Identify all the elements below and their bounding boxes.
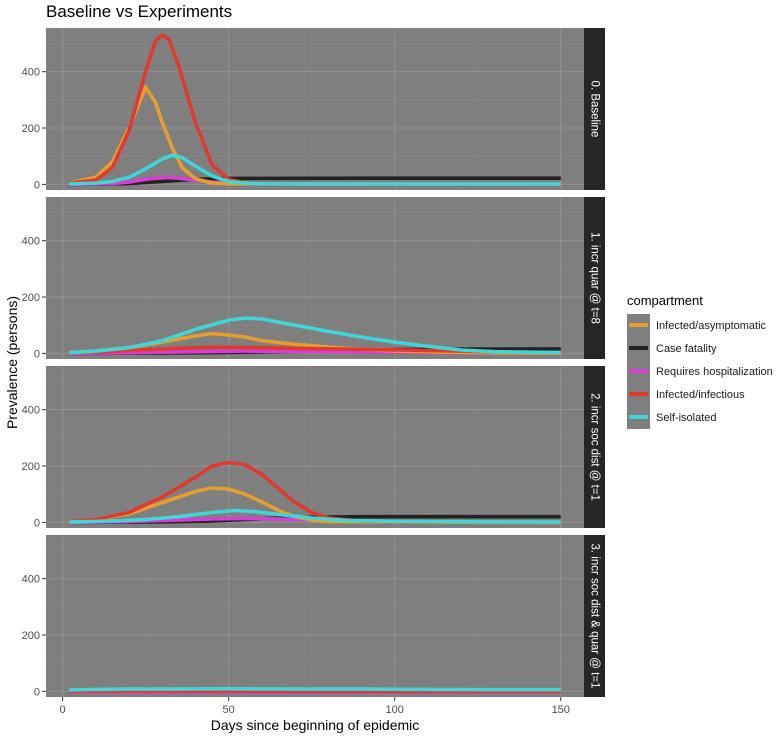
series-line: [69, 345, 561, 355]
chart-title: Baseline vs Experiments: [46, 2, 233, 21]
legend-items: Infected/asymptomatic Case fatality Requir…: [627, 314, 783, 429]
y-tick-label: 200: [22, 292, 40, 304]
panel-background: [46, 197, 584, 359]
legend-item: Requires hospitalization: [627, 360, 783, 383]
legend-swatch: [629, 323, 648, 327]
y-tick-label: 200: [22, 630, 40, 642]
series-line: [69, 687, 561, 692]
legend-label: Requires hospitalization: [656, 365, 773, 378]
y-tick-label: 0: [34, 686, 40, 698]
panel-background: [46, 535, 584, 697]
facet-strip: [584, 366, 605, 528]
y-tick-label: 0: [34, 179, 40, 191]
x-axis-title: Days since beginning of epidemic: [211, 717, 420, 733]
y-tick-label: 200: [22, 461, 40, 473]
legend-label: Case fatality: [656, 342, 717, 355]
facet-strip-label: 2. incr soc dist @ t=1: [589, 393, 601, 501]
x-tick-label: 100: [386, 704, 404, 716]
x-tick-label: 0: [60, 704, 66, 716]
facet-strip-label: 0. Baseline: [589, 81, 601, 138]
panel-background: [46, 28, 584, 190]
series-line: [69, 316, 561, 355]
legend: compartment Infected/asymptomatic Case fa…: [627, 293, 783, 429]
legend-key: [627, 406, 650, 429]
y-tick-label: 400: [22, 236, 40, 248]
series-line: [69, 153, 561, 186]
legend-swatch: [629, 346, 648, 350]
facet-strip-label: 1. incr quar @ t=8: [589, 232, 601, 324]
legend-key: [627, 360, 650, 383]
legend-item: Infected/infectious: [627, 383, 783, 406]
series-line: [68, 85, 561, 186]
y-tick-label: 400: [22, 405, 40, 417]
facet-strip: [584, 28, 605, 190]
series-line: [69, 486, 561, 525]
legend-swatch: [629, 369, 648, 373]
x-tick-label: 50: [223, 704, 235, 716]
legend-item: Self-isolated: [627, 406, 783, 429]
y-tick-label: 400: [22, 574, 40, 586]
legend-item: Case fatality: [627, 337, 783, 360]
legend-title: compartment: [627, 293, 703, 308]
legend-label: Infected/infectious: [656, 388, 745, 401]
facet-strip: [584, 535, 605, 697]
y-tick-label: 0: [34, 348, 40, 360]
y-tick-label: 400: [22, 67, 40, 79]
panel-background: [46, 366, 584, 528]
y-tick-label: 0: [34, 517, 40, 529]
legend-key: [627, 314, 650, 337]
facet-strip-label: 3. incr soc dist & quar @ t=1: [589, 544, 601, 689]
legend-item: Infected/asymptomatic: [627, 314, 783, 337]
x-tick-label: 150: [552, 704, 570, 716]
facet-strip: [584, 197, 605, 359]
legend-label: Infected/asymptomatic: [656, 319, 767, 332]
legend-swatch: [629, 392, 648, 396]
legend-key: [627, 337, 650, 360]
legend-key: [627, 383, 650, 406]
y-axis-title: Prevalence (persons): [4, 296, 20, 429]
series-line: [69, 508, 561, 524]
legend-label: Self-isolated: [656, 411, 717, 424]
y-tick-label: 200: [22, 123, 40, 135]
legend-swatch: [629, 415, 648, 419]
